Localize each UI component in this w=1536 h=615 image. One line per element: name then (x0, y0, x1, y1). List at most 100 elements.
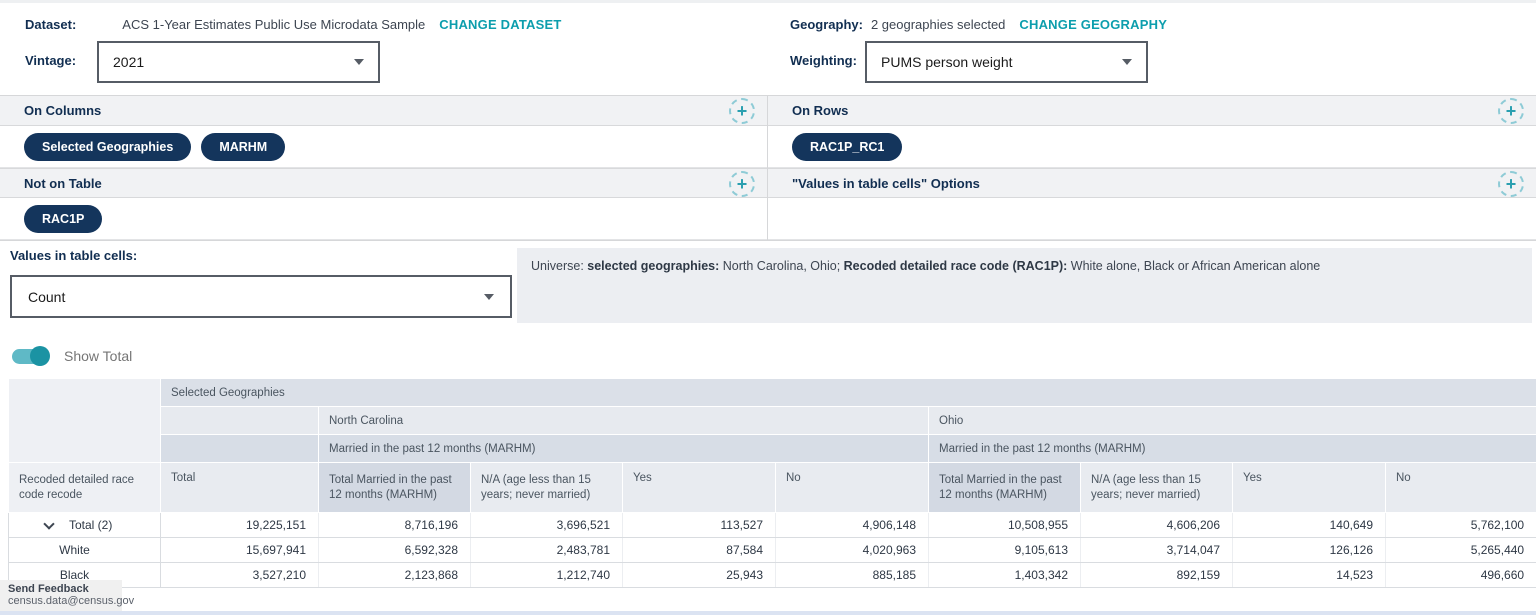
universe-race-value: White alone, Black or African American a… (1067, 259, 1321, 273)
on-rows-header: On Rows + (768, 96, 1536, 126)
cell: 892,159 (1080, 562, 1233, 588)
add-column-variable-icon[interactable]: + (729, 98, 755, 124)
col-header-no-oh: No (1384, 462, 1536, 513)
pill-marhm[interactable]: MARHM (201, 132, 286, 161)
add-values-option-icon[interactable]: + (1498, 171, 1524, 197)
weighting-select[interactable]: PUMS person weight (865, 41, 1148, 83)
on-columns-title: On Columns (24, 103, 102, 118)
cell: 25,943 (622, 562, 776, 588)
dataset-value: ACS 1-Year Estimates Public Use Microdat… (122, 17, 426, 32)
col-header-total-married-nc: Total Married in the past 12 months (MAR… (318, 462, 471, 513)
cell: 113,527 (622, 512, 776, 538)
add-not-on-table-variable-icon[interactable]: + (729, 171, 755, 197)
marhm-group-ohio: Married in the past 12 months (MARHM) (927, 434, 1536, 463)
chevron-down-icon (354, 59, 364, 65)
col-header-total-married-oh: Total Married in the past 12 months (MAR… (928, 462, 1081, 513)
horizontal-scrollbar[interactable] (0, 611, 1536, 615)
table-row-total: Total (2) 19,225,151 8,716,196 3,696,521… (8, 512, 1536, 538)
on-columns-header: On Columns + (0, 96, 767, 126)
change-dataset-link[interactable]: CHANGE DATASET (439, 17, 562, 32)
values-options-empty-row (768, 198, 1536, 240)
cell: 4,020,963 (775, 537, 929, 563)
results-table: Selected Geographies North Carolina Ohio… (8, 378, 1536, 588)
cell: 6,592,328 (318, 537, 471, 563)
dataset-label: Dataset: (25, 17, 77, 32)
geo-group-ohio: Ohio (927, 406, 1536, 435)
table-corner-cell (8, 378, 161, 463)
on-rows-pills: RAC1P_RC1 (768, 126, 1536, 168)
cell: 9,105,613 (928, 537, 1081, 563)
pill-selected-geographies[interactable]: Selected Geographies (24, 132, 192, 161)
vintage-value: 2021 (113, 54, 145, 70)
feedback-email: census.data@census.gov (8, 595, 135, 607)
col-header-yes-oh: Yes (1232, 462, 1386, 513)
show-total-toggle[interactable] (12, 345, 50, 366)
cell: 140,649 (1232, 512, 1386, 538)
col-header-total: Total (160, 462, 319, 513)
cell: 14,523 (1232, 562, 1386, 588)
cell: 4,606,206 (1080, 512, 1233, 538)
not-on-table-pills: RAC1P (0, 198, 767, 240)
values-options-header: "Values in table cells" Options + (768, 168, 1536, 198)
values-options-title: "Values in table cells" Options (792, 175, 980, 191)
spacer-cell (160, 406, 319, 435)
cell: 2,483,781 (470, 537, 623, 563)
on-rows-title: On Rows (792, 103, 849, 118)
spacer-cell (160, 434, 319, 463)
add-row-variable-icon[interactable]: + (1498, 98, 1524, 124)
cell: 885,185 (775, 562, 929, 588)
values-band: Values in table cells: Count Universe: s… (0, 248, 1536, 330)
cell: 2,123,868 (318, 562, 471, 588)
table-row-white: White 15,697,941 6,592,328 2,483,781 87,… (8, 537, 1536, 563)
universe-geo-value: North Carolina, Ohio; (719, 259, 844, 273)
on-columns-pills: Selected Geographies MARHM (0, 126, 767, 168)
cell: 3,714,047 (1080, 537, 1233, 563)
pill-rac1p[interactable]: RAC1P (24, 204, 103, 233)
row-label[interactable]: Total (2) (69, 518, 113, 532)
show-total-label: Show Total (64, 348, 133, 364)
cell: 8,716,196 (318, 512, 471, 538)
row-label: White (59, 543, 90, 557)
not-on-table-header: Not on Table + (0, 168, 767, 198)
values-in-cells-value: Count (28, 288, 66, 305)
values-in-cells-select[interactable]: Count (10, 275, 512, 318)
cell: 4,906,148 (775, 512, 929, 538)
row-dimension-header: Recoded detailed race code recode (8, 462, 161, 513)
vintage-label: Vintage: (25, 53, 77, 68)
col-header-na-oh: N/A (age less than 15 years; never marri… (1080, 462, 1233, 513)
weighting-value: PUMS person weight (881, 54, 1013, 70)
geography-value: 2 geographies selected (870, 17, 1006, 32)
universe-statement: Universe: selected geographies: North Ca… (517, 248, 1532, 323)
cell: 3,527,210 (160, 562, 319, 588)
col-header-no-nc: No (775, 462, 929, 513)
pill-rac1p-rc1[interactable]: RAC1P_RC1 (792, 132, 903, 161)
collapse-chevron-icon[interactable] (43, 517, 55, 530)
not-on-table-title: Not on Table (24, 175, 102, 191)
send-feedback-widget[interactable]: Send Feedback census.data@census.gov (0, 580, 135, 611)
table-row-black: Black 3,527,210 2,123,868 1,212,740 25,9… (8, 562, 1536, 588)
chevron-down-icon (1122, 59, 1132, 65)
show-total-control: Show Total (12, 344, 1536, 368)
change-geography-link[interactable]: CHANGE GEOGRAPHY (1019, 17, 1168, 32)
chevron-down-icon (484, 293, 494, 300)
row-label: Black (59, 568, 90, 582)
cell: 3,696,521 (470, 512, 623, 538)
universe-prefix: Universe: (531, 259, 588, 273)
cell: 496,660 (1385, 562, 1536, 588)
cell: 87,584 (622, 537, 776, 563)
cell: 126,126 (1232, 537, 1386, 563)
vintage-select[interactable]: 2021 (97, 41, 380, 83)
col-header-yes-nc: Yes (622, 462, 776, 513)
cell: 10,508,955 (928, 512, 1081, 538)
cell: 15,697,941 (160, 537, 319, 563)
universe-race-label: Recoded detailed race code (RAC1P): (843, 259, 1068, 273)
marhm-group-nc: Married in the past 12 months (MARHM) (318, 434, 929, 463)
universe-geo-label: selected geographies: (587, 259, 720, 273)
col-header-na-nc: N/A (age less than 15 years; never marri… (470, 462, 623, 513)
values-in-cells-label: Values in table cells: (10, 248, 138, 263)
cell: 19,225,151 (160, 512, 319, 538)
selected-geographies-header: Selected Geographies (159, 378, 1536, 407)
variable-panels: On Columns + Selected Geographies MARHM … (0, 95, 1536, 241)
cell: 1,403,342 (928, 562, 1081, 588)
